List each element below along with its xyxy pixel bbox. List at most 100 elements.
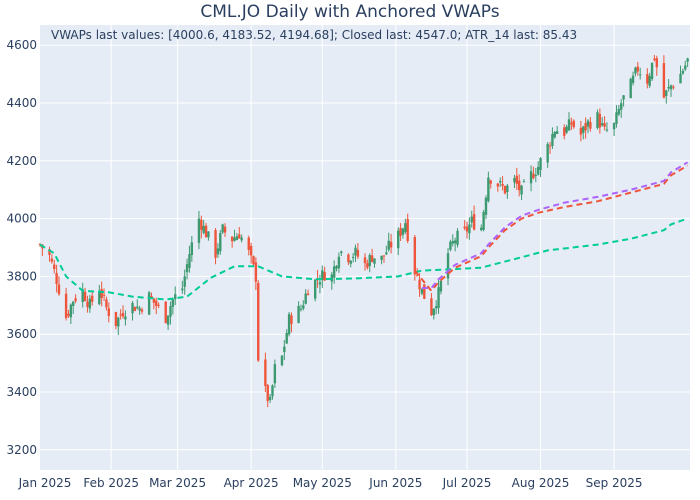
candle-body	[415, 275, 419, 277]
candle-body	[98, 291, 101, 305]
y-tick-label: 3600	[6, 327, 37, 341]
candle-body	[140, 309, 144, 312]
candle-body	[335, 266, 338, 269]
candle-body	[280, 355, 284, 366]
candle-body	[183, 276, 186, 287]
candle-body	[529, 171, 533, 184]
candle-body	[546, 143, 549, 163]
candle-body	[337, 256, 341, 269]
candle-body	[174, 294, 177, 300]
candle-body	[423, 284, 426, 299]
y-tick-label: 3800	[6, 269, 37, 283]
candle-body	[617, 108, 621, 115]
candle-body	[555, 131, 559, 135]
candle-body	[401, 228, 405, 235]
candle-body	[219, 233, 222, 252]
candle-body	[622, 95, 625, 100]
candle-body	[223, 226, 227, 233]
candle-body	[197, 218, 201, 243]
candle-body	[363, 257, 367, 264]
candle-body	[53, 264, 56, 270]
candle-body	[50, 258, 54, 262]
x-tick-label: Feb 2025	[83, 476, 139, 490]
candle-body	[105, 299, 108, 308]
candle-body	[598, 113, 602, 128]
candle-body	[638, 74, 642, 76]
candle-body	[506, 185, 509, 193]
candle-body	[290, 315, 293, 324]
candle-body	[318, 282, 322, 285]
candle-body	[551, 134, 554, 146]
candle-body	[605, 129, 609, 131]
candle-body	[354, 247, 357, 256]
candle-body	[404, 223, 407, 233]
candle-body	[297, 305, 300, 323]
candle-body	[373, 258, 376, 264]
candle-body	[119, 314, 122, 316]
candle-body	[48, 249, 51, 255]
candle-body	[620, 103, 623, 110]
candle-body	[601, 123, 604, 126]
candle-body	[240, 237, 243, 241]
candle-body	[86, 301, 89, 308]
candle-body	[266, 385, 269, 401]
candle-body	[214, 230, 217, 258]
candle-body	[235, 236, 239, 240]
candle-body	[655, 58, 658, 68]
candle-body	[38, 244, 42, 246]
candle-body	[121, 313, 125, 317]
candle-body	[380, 255, 383, 260]
y-tick-label: 3400	[6, 385, 37, 399]
candle-body	[136, 306, 139, 309]
candle-body	[389, 241, 393, 248]
candle-body	[257, 282, 260, 361]
candle-body	[166, 315, 170, 325]
candle-body	[304, 293, 307, 304]
candle-body	[351, 256, 355, 259]
candle-body	[370, 255, 374, 262]
candle-body	[247, 237, 250, 250]
candle-body	[413, 237, 417, 275]
candle-body	[665, 90, 668, 97]
x-tick-label: May 2025	[293, 476, 352, 490]
candle-body	[453, 240, 457, 244]
y-tick-label: 3200	[6, 443, 37, 457]
candle-body	[439, 280, 443, 292]
candle-body	[612, 123, 616, 130]
candle-body	[446, 253, 450, 279]
candle-body	[72, 301, 75, 306]
candle-body	[667, 86, 670, 89]
candle-body	[366, 263, 369, 268]
candle-body	[221, 224, 224, 233]
candle-body	[465, 226, 469, 232]
candle-body	[155, 300, 158, 306]
candle-body	[271, 385, 274, 397]
candle-body	[503, 186, 507, 194]
candle-body	[133, 306, 137, 312]
y-tick-label: 4000	[6, 212, 37, 226]
candle-body	[268, 396, 272, 401]
candle-body	[254, 262, 258, 282]
candle-body	[399, 228, 402, 236]
candle-body	[340, 251, 343, 253]
candle-body	[603, 123, 606, 127]
candle-body	[181, 288, 184, 291]
candle-body	[230, 236, 234, 242]
candle-body	[190, 242, 194, 256]
candle-body	[171, 299, 175, 307]
candle-body	[185, 264, 189, 273]
candle-body	[553, 132, 556, 138]
x-tick-label: Aug 2025	[512, 476, 570, 490]
candle-body	[662, 63, 666, 98]
candle-body	[437, 287, 440, 309]
candle-body	[207, 231, 210, 238]
candle-body	[501, 184, 504, 186]
candle-body	[88, 298, 92, 309]
candle-body	[672, 86, 675, 88]
candle-body	[349, 260, 352, 264]
candle-body	[387, 240, 390, 250]
candle-body	[432, 308, 435, 316]
candle-body	[496, 183, 500, 187]
candle-body	[579, 127, 583, 135]
candle-body	[238, 234, 241, 239]
